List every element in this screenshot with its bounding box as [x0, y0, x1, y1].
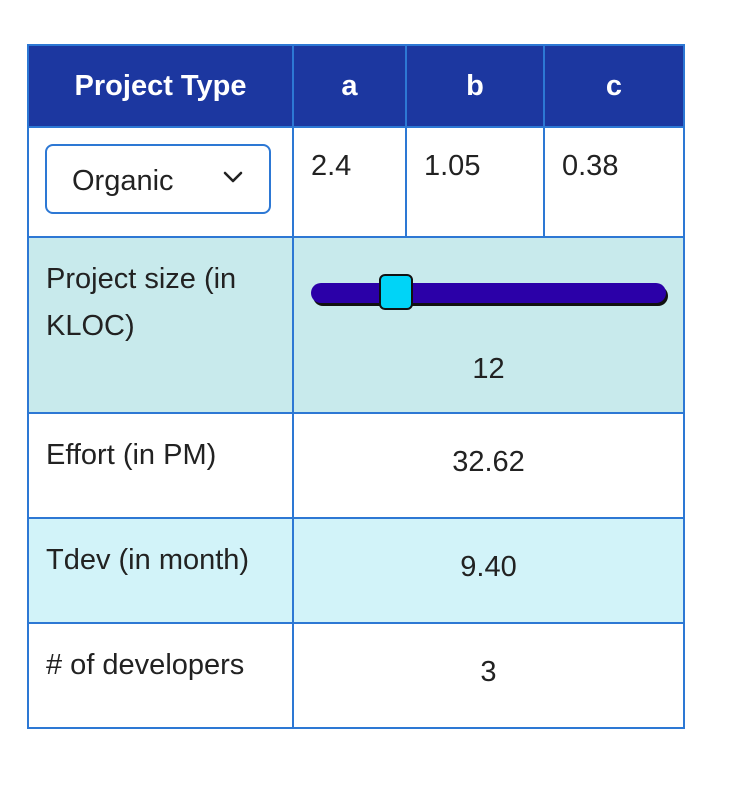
developers-label-cell: # of developers — [27, 622, 294, 729]
developers-value: 3 — [480, 656, 497, 688]
effort-value-cell: 32.62 — [292, 412, 685, 519]
effort-row: Effort (in PM) 32.62 — [27, 412, 685, 519]
coefficient-b-cell: 1.05 — [405, 126, 545, 238]
header-a: a — [292, 44, 407, 128]
project-size-row: Project size (in KLOC) 12 — [27, 236, 685, 414]
cocomo-table: Project Type a b c Organic 2.4 1.05 0.38… — [27, 44, 685, 729]
developers-label: # of developers — [46, 649, 245, 681]
coefficient-row: Organic 2.4 1.05 0.38 — [27, 126, 685, 238]
chevron-down-icon — [223, 171, 243, 183]
project-type-cell: Organic — [27, 126, 294, 238]
header-c: c — [543, 44, 685, 128]
project-type-select[interactable]: Organic — [45, 144, 271, 214]
coefficient-b: 1.05 — [424, 150, 481, 182]
header-b: b — [405, 44, 545, 128]
effort-value: 32.62 — [452, 446, 525, 478]
header-project-type: Project Type — [27, 44, 294, 128]
coefficient-c: 0.38 — [562, 150, 619, 182]
project-type-selected: Organic — [72, 165, 174, 197]
developers-value-cell: 3 — [292, 622, 685, 729]
tdev-label: Tdev (in month) — [46, 544, 250, 576]
slider-track[interactable] — [311, 274, 666, 310]
tdev-label-cell: Tdev (in month) — [27, 517, 294, 624]
coefficient-c-cell: 0.38 — [543, 126, 685, 238]
project-size-slider[interactable]: 12 — [294, 238, 683, 410]
effort-label: Effort (in PM) — [46, 439, 217, 471]
project-size-label: Project size (in KLOC) — [46, 263, 237, 342]
developers-row: # of developers 3 — [27, 622, 685, 729]
tdev-value: 9.40 — [460, 551, 517, 583]
tdev-row: Tdev (in month) 9.40 — [27, 517, 685, 624]
project-size-control-cell: 12 — [292, 236, 685, 414]
project-size-label-cell: Project size (in KLOC) — [27, 236, 294, 414]
project-size-value: 12 — [472, 353, 505, 385]
slider-thumb[interactable] — [379, 274, 414, 310]
effort-label-cell: Effort (in PM) — [27, 412, 294, 519]
tdev-value-cell: 9.40 — [292, 517, 685, 624]
coefficient-a-cell: 2.4 — [292, 126, 407, 238]
coefficient-a: 2.4 — [311, 150, 352, 182]
header-row: Project Type a b c — [27, 44, 685, 128]
